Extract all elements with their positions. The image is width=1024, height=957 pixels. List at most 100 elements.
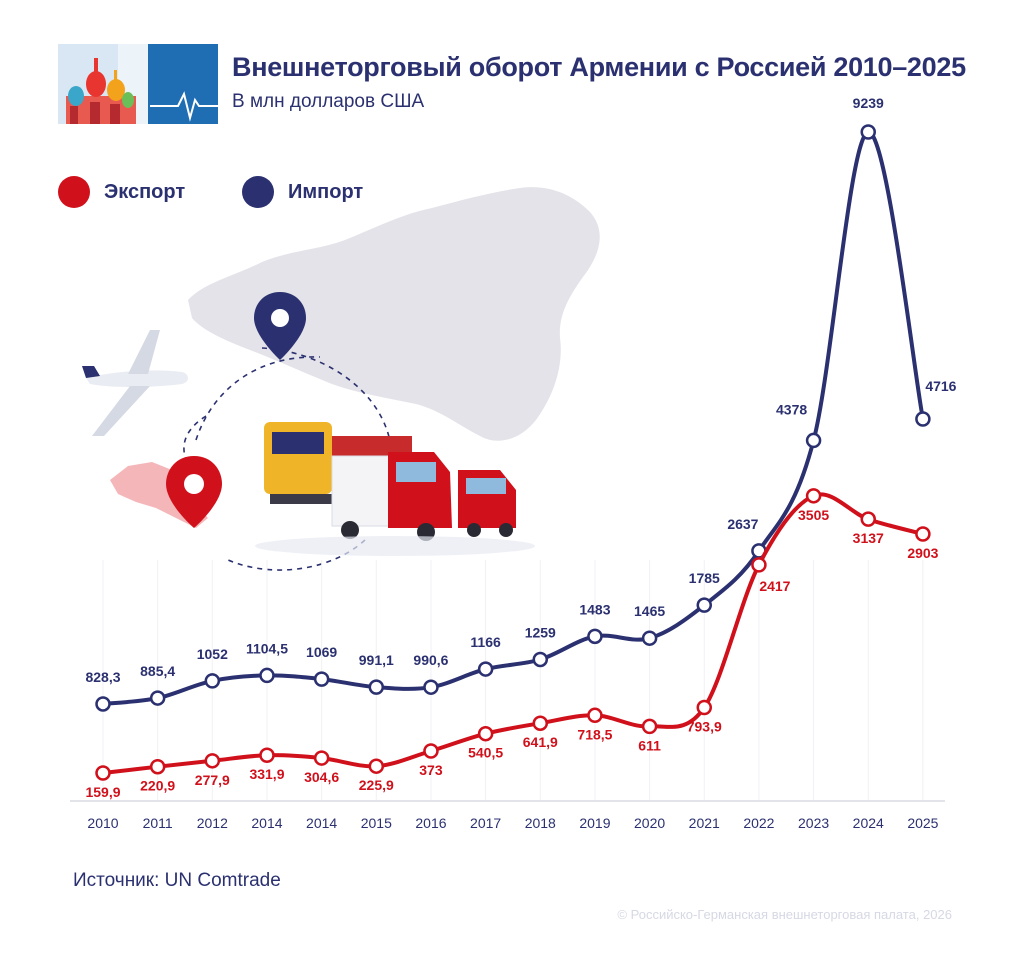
x-tick-label: 2014 — [306, 815, 337, 831]
data-label-export: 2903 — [907, 545, 938, 561]
illustration — [82, 187, 600, 571]
legend-item-export: Экспорт — [58, 176, 185, 208]
source-note: Источник: UN Comtrade — [73, 870, 281, 891]
data-label-import: 1104,5 — [246, 640, 288, 656]
data-label-import: 9239 — [853, 95, 884, 111]
page-subtitle: В млн долларов США — [232, 91, 425, 112]
x-tick-label: 2015 — [361, 815, 392, 831]
data-point-export — [149, 758, 166, 775]
x-tick-label: 2020 — [634, 815, 665, 831]
data-label-import: 1785 — [689, 570, 720, 586]
data-label-export: 159,9 — [85, 784, 120, 800]
legend-swatch-export — [58, 176, 90, 208]
series-line-export — [102, 492, 924, 775]
data-point-export — [915, 526, 931, 542]
x-tick-label: 2010 — [87, 815, 118, 831]
x-axis-ticks: 2010 2011 2012 2014 2014 2015 2016 2017 2018 2019… — [87, 815, 938, 831]
data-label-export: 304,6 — [304, 769, 339, 785]
data-point-import — [477, 661, 494, 677]
data-label-export: 793,9 — [687, 719, 722, 735]
data-point-import — [423, 679, 439, 695]
data-label-import: 2637 — [727, 516, 758, 532]
route-arrow — [183, 415, 207, 469]
data-point-import — [641, 630, 658, 646]
data-label-import: 885,4 — [140, 663, 175, 679]
data-point-import — [313, 671, 330, 687]
data-label-import: 1483 — [579, 601, 610, 617]
russia-map-shape — [188, 187, 600, 441]
data-point-import — [368, 679, 385, 695]
x-tick-label: 2024 — [853, 815, 884, 831]
data-label-export: 611 — [638, 737, 661, 753]
x-tick-label: 2019 — [579, 815, 610, 831]
x-tick-label: 2017 — [470, 815, 501, 831]
data-label-export: 373 — [419, 762, 443, 778]
data-point-import — [915, 411, 931, 427]
x-tick-label: 2016 — [415, 815, 446, 831]
data-point-export — [805, 488, 822, 504]
data-label-export: 641,9 — [523, 734, 558, 750]
x-tick-label: 2021 — [689, 815, 720, 831]
data-label-import: 991,1 — [359, 652, 394, 668]
data-label-export: 225,9 — [359, 777, 394, 793]
data-point-import — [204, 673, 221, 689]
x-tick-label: 2012 — [197, 815, 228, 831]
data-label-export: 3505 — [798, 507, 829, 523]
data-point-export — [95, 765, 111, 781]
series-export: 159,9 220,9 277,9 331,9 304,6 225,9 373 540,5 64… — [85, 488, 939, 800]
data-point-import — [805, 432, 822, 449]
data-label-import: 1259 — [525, 624, 556, 640]
location-pin-icon — [254, 292, 306, 360]
data-point-export — [368, 758, 385, 774]
route-arrow — [195, 356, 321, 441]
data-point-import — [95, 696, 111, 712]
logo — [58, 44, 218, 124]
data-label-import: 1052 — [197, 646, 228, 662]
data-point-import — [696, 597, 713, 613]
data-point-export — [204, 753, 221, 769]
x-tick-label: 2025 — [907, 815, 938, 831]
legend-swatch-import — [242, 176, 274, 208]
data-point-export — [696, 699, 713, 716]
x-tick-label: 2022 — [743, 815, 774, 831]
data-label-import: 828,3 — [85, 669, 120, 685]
data-point-export — [751, 557, 767, 573]
data-label-import: 4716 — [925, 378, 956, 394]
x-tick-label: 2011 — [143, 815, 173, 831]
data-label-import: 1465 — [634, 603, 665, 619]
data-label-import: 1166 — [470, 634, 501, 650]
data-label-export: 331,9 — [249, 766, 284, 782]
data-label-export: 3137 — [853, 530, 884, 546]
data-point-export — [860, 511, 876, 527]
data-point-import — [587, 628, 603, 645]
page-title: Внешнеторговый оборот Армении с Россией … — [232, 52, 966, 82]
data-point-import — [532, 651, 549, 668]
data-point-export — [532, 715, 549, 731]
data-point-export — [587, 707, 603, 724]
x-tick-label: 2014 — [251, 815, 282, 831]
data-label-export: 540,5 — [468, 745, 503, 761]
data-point-import — [860, 124, 876, 140]
data-point-import — [149, 690, 166, 706]
data-label-export: 718,5 — [577, 726, 612, 742]
data-point-export — [423, 743, 439, 759]
data-point-import — [259, 667, 275, 684]
airplane-icon — [82, 330, 188, 436]
data-label-import: 990,6 — [413, 652, 448, 668]
location-pin-icon — [166, 456, 222, 528]
x-tick-label: 2023 — [798, 815, 829, 831]
data-label-export: 220,9 — [140, 778, 175, 794]
copyright-note: © Российско-Германская внешнеторговая па… — [617, 907, 952, 922]
data-point-export — [259, 747, 275, 763]
data-label-import: 4378 — [776, 401, 807, 417]
data-point-export — [477, 725, 494, 742]
series-import: 828,3 885,4 1052 1104,5 1069 991,1 990,6 1166 12… — [85, 95, 957, 712]
route-arrow — [227, 539, 366, 571]
data-label-export: 2417 — [759, 578, 790, 594]
data-label-import: 1069 — [306, 644, 337, 660]
legend-item-import: Импорт — [242, 176, 363, 208]
truck-icon — [255, 452, 535, 556]
data-label-export: 277,9 — [195, 772, 230, 788]
x-tick-label: 2018 — [525, 815, 556, 831]
